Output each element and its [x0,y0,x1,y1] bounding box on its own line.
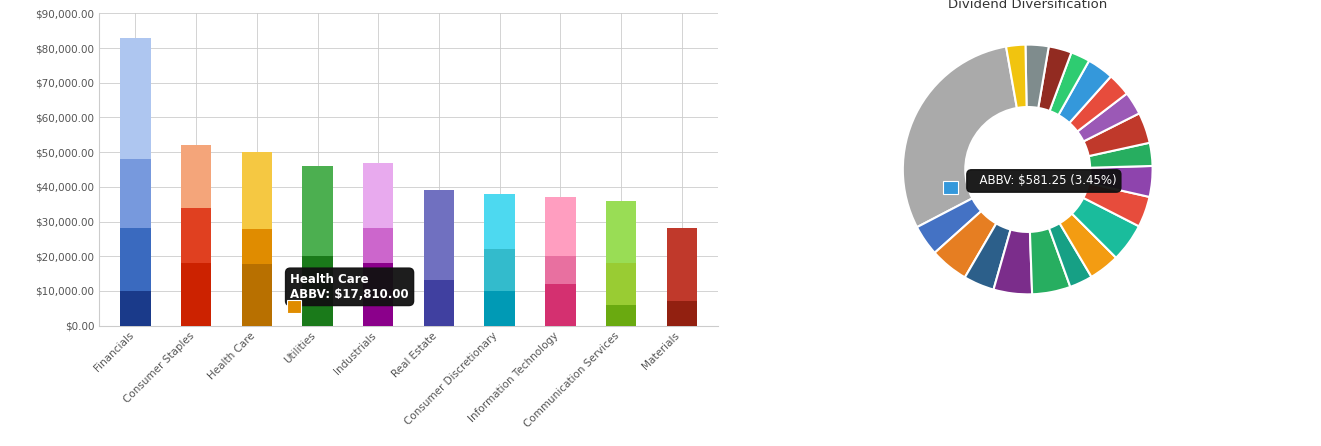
Bar [120,228,151,291]
Bar [667,301,697,326]
Bar [363,228,394,263]
Bar [606,263,637,305]
FancyBboxPatch shape [943,182,958,194]
Bar [485,194,515,249]
Wedge shape [1078,94,1139,141]
Bar [424,190,454,281]
Bar [181,145,211,208]
Wedge shape [935,211,996,277]
Bar [485,249,515,291]
Text: ABBV: $581.25 (3.45%): ABBV: $581.25 (3.45%) [971,174,1116,187]
Bar [667,228,697,301]
Wedge shape [902,46,1017,227]
Bar [485,291,515,326]
Wedge shape [1007,45,1026,108]
Bar [363,263,394,326]
Bar [606,305,637,326]
Bar [120,291,151,326]
Wedge shape [1069,76,1127,132]
Wedge shape [1049,223,1091,287]
Bar [546,284,576,326]
Wedge shape [1050,53,1089,115]
Wedge shape [993,230,1032,294]
Bar [181,263,211,326]
Bar [303,256,333,326]
Bar [120,159,151,228]
Bar [546,197,576,256]
Bar [242,229,272,264]
Title: Dividend Diversification: Dividend Diversification [948,0,1107,11]
FancyBboxPatch shape [287,300,301,314]
Text: Health Care
ABBV: $17,810.00: Health Care ABBV: $17,810.00 [291,273,410,301]
Wedge shape [1038,46,1071,111]
Wedge shape [917,198,982,253]
Wedge shape [1058,61,1111,123]
Wedge shape [964,223,1011,289]
Bar [606,201,637,263]
Wedge shape [1083,113,1149,156]
Wedge shape [1059,214,1116,277]
Wedge shape [1071,198,1139,258]
Bar [303,166,333,256]
Wedge shape [1025,45,1049,108]
Bar [363,162,394,228]
Wedge shape [1083,183,1149,226]
Wedge shape [1089,166,1153,197]
Bar [424,281,454,326]
Wedge shape [1030,228,1070,294]
Bar [242,152,272,229]
Bar [242,264,272,326]
Wedge shape [1089,143,1152,168]
Bar [120,37,151,159]
Bar [546,256,576,284]
Bar [181,208,211,263]
